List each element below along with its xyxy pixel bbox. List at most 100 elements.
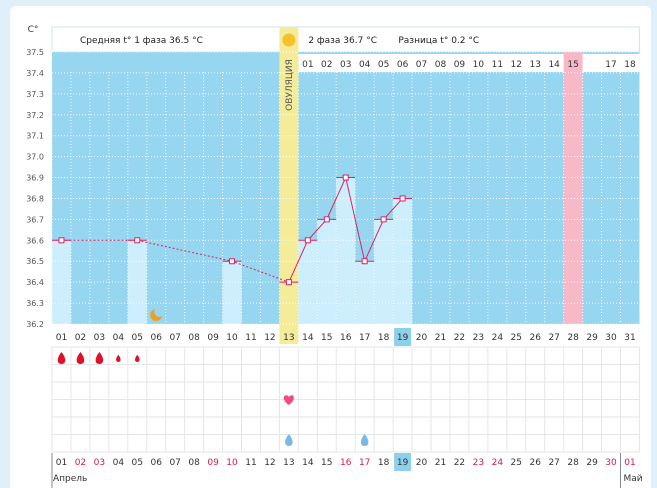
x-tick-label: 17 [359,333,370,343]
date-label: 01 [624,458,635,468]
date-label: 07 [169,458,180,468]
x-tick-label: 05 [132,333,143,343]
menstruation-drop-icon [57,352,66,364]
header-diff: Разница t° 0.2 °C [398,36,479,46]
temp-point [399,195,406,202]
date-label: 24 [492,458,504,468]
phase2-day-label: 10 [473,60,485,70]
phase2-day-label: 16 [586,60,598,70]
x-tick-label: 02 [75,333,86,343]
x-tick-label: 30 [605,333,617,343]
discharge-drop-icon [285,434,293,446]
y-tick-label: 37.3 [26,90,44,99]
date-label: 22 [454,458,465,468]
date-label: 02 [75,458,86,468]
temp-point [380,216,387,223]
x-tick-label: 23 [473,333,484,343]
date-label: 14 [302,458,314,468]
page-frame-top-inner [10,6,651,12]
date-label: 25 [511,458,522,468]
phase2-day-label: 11 [492,60,503,70]
x-tick-label: 04 [113,333,125,343]
date-label: 16 [340,458,352,468]
x-tick-label: 13 [283,333,294,343]
page-frame-left [0,0,10,488]
temp-line-phase1 [61,239,290,283]
today-marker-top [394,328,412,346]
header-strip [51,26,640,53]
date-label: 20 [416,458,428,468]
temp-point [342,174,349,181]
y-tick-label: 37.1 [26,132,44,141]
x-tick-label: 12 [264,333,275,343]
sun-icon [282,33,296,47]
y-tick-label: 36.7 [26,215,44,224]
temp-bar [393,198,413,324]
x-tick-label: 11 [245,333,256,343]
date-label: 13 [283,458,294,468]
temp-point [304,237,311,244]
phase2-day-label: 05 [378,60,389,70]
y-tick-label: 36.5 [26,257,44,266]
phase2-day-label: 01 [302,60,313,70]
phase2-day-label: 12 [511,60,522,70]
y-tick-label: 37.0 [26,153,44,162]
temp-point [323,216,330,223]
x-tick-label: 06 [150,333,162,343]
x-tick-label: 26 [529,333,541,343]
date-label: 21 [435,458,446,468]
x-tick-label: 09 [207,333,219,343]
y-tick-label: 36.8 [26,194,44,203]
phase2-day-row [298,54,640,72]
page-frame-top [0,0,657,10]
date-label: 23 [473,458,484,468]
heart-icon [283,395,294,405]
date-label: 09 [207,458,219,468]
y-tick-label: 37.2 [26,111,44,120]
date-label: 17 [359,458,370,468]
temp-bar [355,261,375,324]
y-tick-label: 37.5 [26,48,44,57]
temp-point [361,258,368,265]
y-tick-label: 36.3 [26,299,44,308]
x-tick-label: 03 [94,333,105,343]
x-tick-label: 29 [586,333,598,343]
x-tick-label: 25 [511,333,522,343]
x-tick-label: 18 [378,333,390,343]
phase2-day-label: 04 [359,60,371,70]
temp-point [134,237,141,244]
y-tick-label: 36.9 [26,174,44,183]
phase2-day-label: 07 [416,60,427,70]
temp-bar [222,261,242,324]
menstruation-drop-icon [76,352,85,364]
phase2-day-label: 08 [435,60,447,70]
y-tick-label: 36.2 [26,320,44,329]
date-label: 29 [586,458,598,468]
month-label-end: Май [624,474,643,484]
x-tick-label: 15 [321,333,332,343]
ovulation-label: ОВУЛЯЦИЯ [285,59,295,111]
date-label: 18 [378,458,390,468]
x-tick-label: 31 [624,333,635,343]
phase2-day-label: 03 [340,60,351,70]
date-label: 06 [150,458,162,468]
phase2-day-label: 14 [548,60,560,70]
temp-bar [317,219,337,324]
x-tick-label: 24 [492,333,504,343]
header-phase1: Средняя t° 1 фаза 36.5 °C [80,36,203,46]
phase2-day-label: 02 [321,60,332,70]
y-tick-label: 37.4 [26,69,44,78]
temp-point [229,258,236,265]
temp-bar [374,219,394,324]
x-tick-label: 27 [548,333,559,343]
moon-icon-cut [154,307,165,317]
x-tick-label: 01 [56,333,67,343]
x-tick-label: 16 [340,333,352,343]
phase2-day-label: 13 [529,60,540,70]
menstruation-drop-icon [116,354,121,362]
date-label: 27 [548,458,559,468]
date-label: 04 [113,458,125,468]
x-tick-label: 28 [567,333,579,343]
date-label: 01 [56,458,67,468]
